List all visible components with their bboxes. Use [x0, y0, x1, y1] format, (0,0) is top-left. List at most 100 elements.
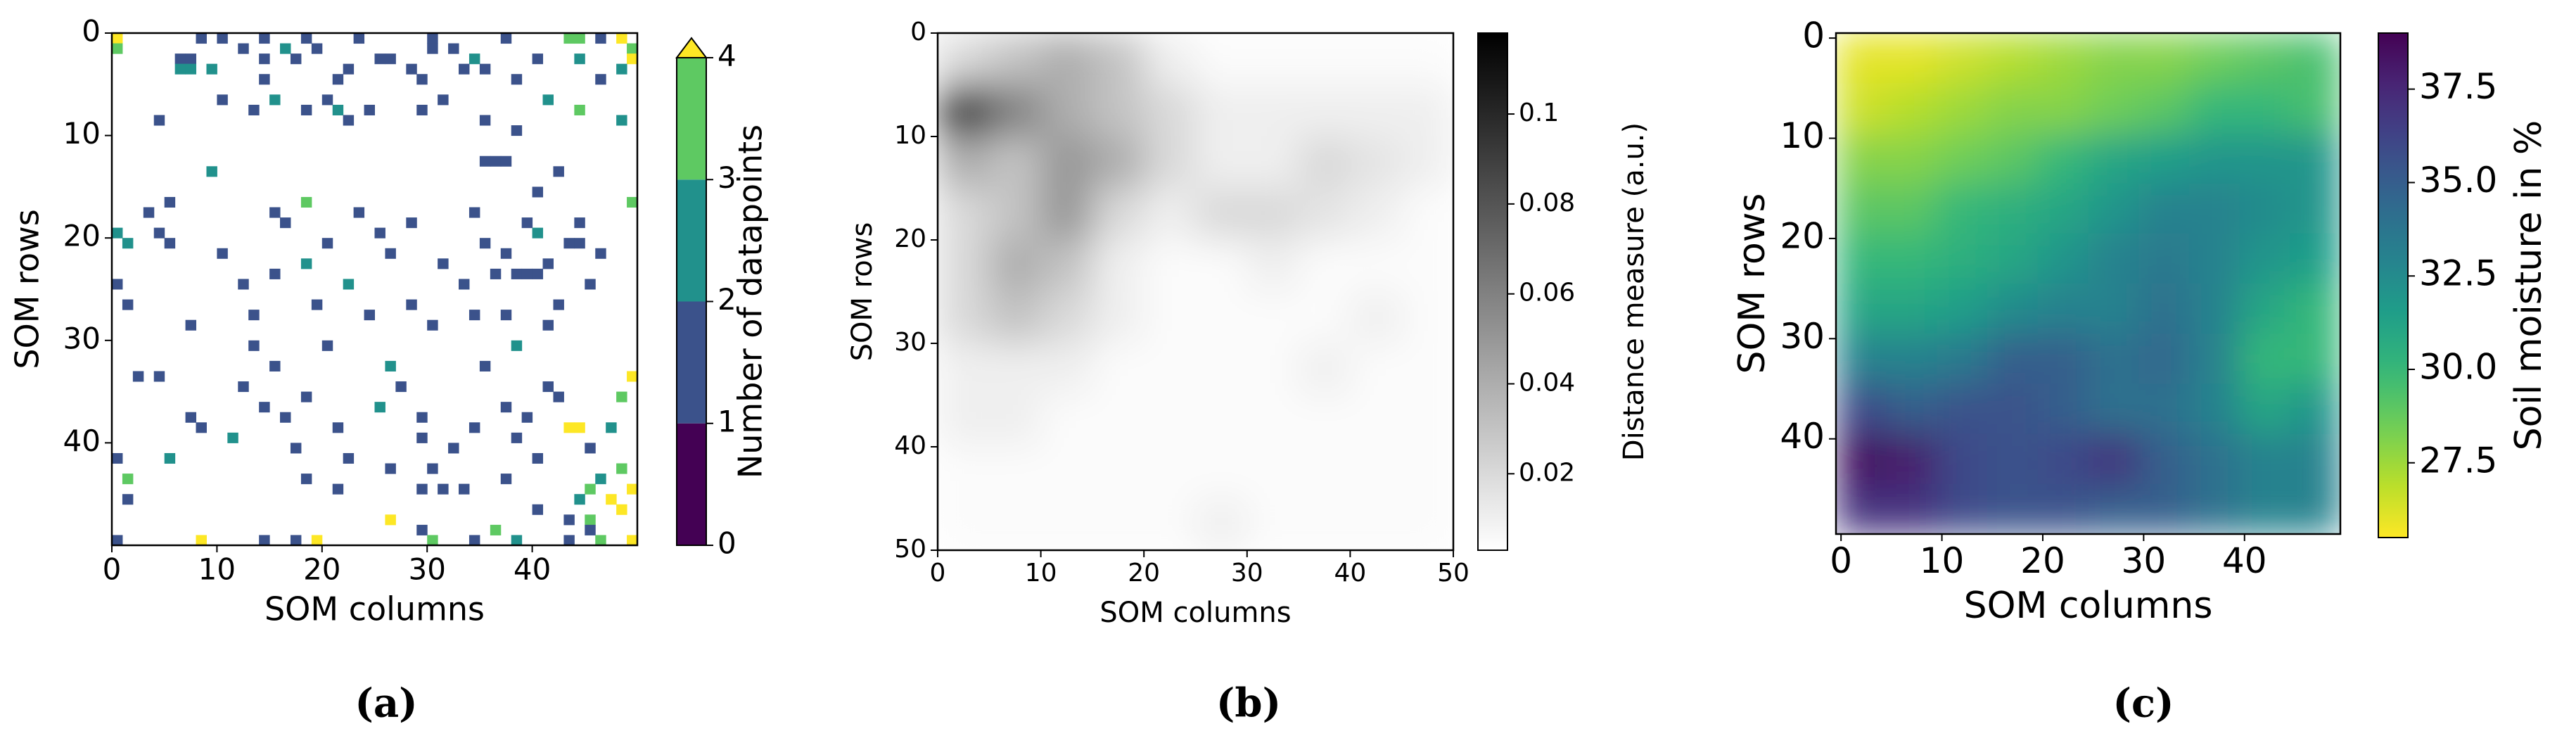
cell — [1987, 433, 2039, 485]
cell — [343, 63, 355, 75]
cell — [1040, 498, 1093, 550]
cell — [1299, 84, 1351, 137]
cell — [185, 63, 197, 75]
cell — [1836, 334, 1887, 385]
cell — [2188, 284, 2240, 335]
cell — [1937, 433, 1989, 485]
cell — [1246, 498, 1300, 550]
cell — [2037, 33, 2089, 84]
cell — [563, 33, 575, 44]
cell — [427, 463, 438, 474]
cell — [1299, 343, 1351, 396]
cell — [938, 33, 990, 86]
x-tick-label: 30 — [408, 552, 445, 587]
cell — [2138, 433, 2190, 485]
cell — [553, 166, 564, 177]
cell — [122, 494, 134, 505]
cell — [1246, 84, 1300, 137]
cell — [385, 514, 396, 526]
cell — [206, 166, 217, 177]
cell — [1144, 395, 1197, 447]
cell — [585, 279, 596, 290]
colorbar-extend — [675, 37, 708, 58]
cell — [627, 535, 637, 545]
cell — [300, 258, 312, 269]
cell — [627, 53, 637, 65]
cell — [416, 74, 428, 85]
cell — [479, 360, 491, 372]
cell — [616, 504, 627, 515]
cell — [1886, 183, 1938, 234]
cell — [259, 33, 270, 44]
cell — [174, 53, 186, 65]
cell — [938, 188, 990, 241]
cell — [479, 115, 491, 126]
cell — [259, 74, 270, 85]
cell — [563, 422, 575, 433]
colorbar-tick-label: 0 — [718, 526, 737, 561]
cell — [595, 248, 606, 259]
cell — [479, 238, 491, 249]
cell — [112, 452, 123, 464]
caption: (b) — [1216, 680, 1281, 727]
cell — [1195, 395, 1248, 447]
cell — [2088, 33, 2140, 84]
cell — [490, 524, 502, 535]
cell — [196, 422, 207, 433]
cell — [938, 291, 990, 344]
cell — [259, 53, 270, 65]
heatmap-image — [1836, 33, 2340, 534]
cell — [1987, 334, 2039, 385]
cell — [1144, 498, 1197, 550]
cell — [511, 340, 523, 351]
cell — [1886, 284, 1938, 335]
cell — [1092, 447, 1145, 500]
cell — [1040, 447, 1093, 500]
cell — [500, 402, 512, 413]
cell — [1040, 33, 1093, 86]
cell — [1836, 83, 1887, 134]
cell — [1836, 284, 1887, 335]
cell — [164, 238, 176, 249]
colorbar-label: Number of datapoints — [732, 125, 770, 478]
cell — [1937, 334, 1989, 385]
plot-area — [112, 33, 637, 545]
cell — [1144, 291, 1197, 344]
cell — [2138, 334, 2190, 385]
cell — [311, 299, 323, 310]
cell — [132, 371, 144, 382]
cell — [385, 53, 396, 65]
plot-area — [1836, 33, 2340, 534]
cell — [468, 207, 480, 218]
cell — [1092, 343, 1145, 396]
cell — [2088, 433, 2140, 485]
cell — [385, 463, 396, 474]
y-tick-label: 20 — [894, 224, 926, 253]
cell — [406, 217, 417, 229]
cell — [1040, 343, 1093, 396]
cell — [1350, 84, 1403, 137]
cell — [438, 258, 449, 269]
cell — [2088, 483, 2140, 534]
cell — [112, 279, 123, 290]
cell — [468, 535, 480, 545]
cell — [353, 207, 365, 218]
cell — [1401, 447, 1453, 500]
cell — [259, 402, 270, 413]
cell — [2088, 383, 2140, 435]
cell — [2037, 483, 2089, 534]
cell — [438, 483, 449, 495]
cell — [196, 33, 207, 44]
cell — [112, 227, 123, 239]
cell — [1299, 447, 1351, 500]
cell — [1937, 284, 1989, 335]
x-tick-label: 20 — [303, 552, 340, 587]
x-tick-label: 40 — [2222, 540, 2267, 581]
cell — [1350, 188, 1403, 241]
cell — [1299, 291, 1351, 344]
cell — [2037, 383, 2089, 435]
cell — [1350, 343, 1403, 396]
cell — [606, 422, 617, 433]
cell — [2239, 383, 2291, 435]
colorbar-tick-label: 0.06 — [1519, 279, 1575, 307]
